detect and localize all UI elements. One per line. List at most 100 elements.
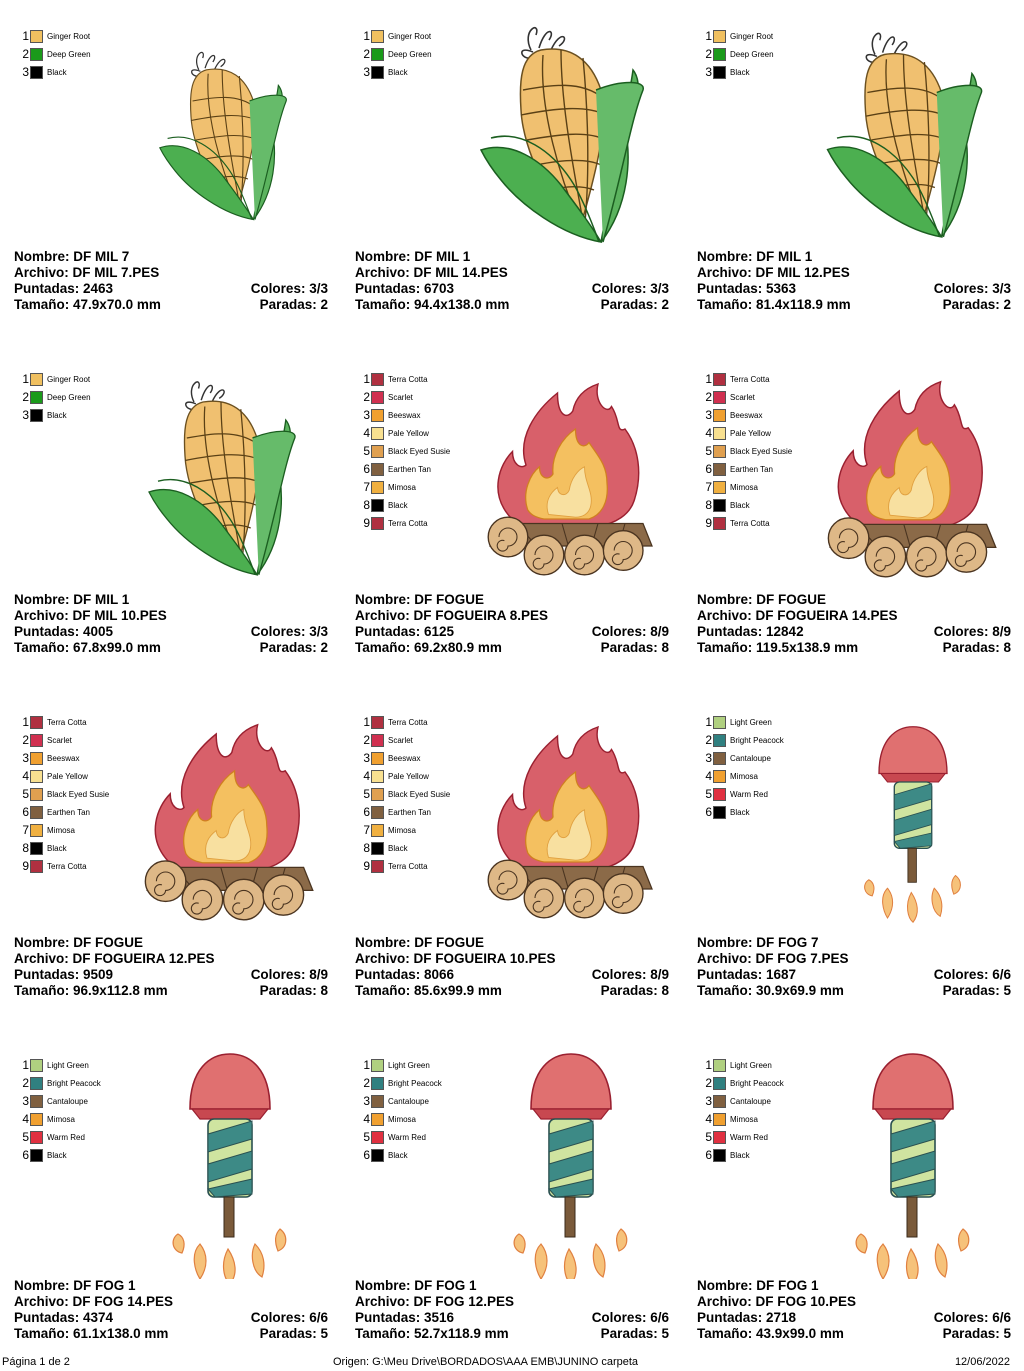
stop-count: Paradas: 2 — [942, 297, 1011, 312]
design-file: Archivo: DF FOGUEIRA 14.PES — [697, 608, 898, 623]
color-swatch: 2 Deep Green — [702, 45, 773, 63]
design-card: 1 Ginger Root 2 Deep Green 3 Black Nombr… — [0, 0, 341, 342]
swatch-color-box — [713, 769, 726, 783]
stop-count: Paradas: 5 — [259, 1326, 328, 1341]
design-info: Nombre: DF FOG 1 Archivo: DF FOG 10.PES … — [697, 1278, 1011, 1342]
color-swatch: 8 Black — [19, 839, 109, 857]
swatch-name: Scarlet — [47, 735, 72, 745]
swatch-color-box — [371, 787, 384, 801]
color-swatch: 7 Mimosa — [702, 478, 792, 496]
color-swatch: 2 Bright Peacock — [702, 1074, 784, 1092]
swatch-number: 5 — [22, 787, 29, 801]
color-swatch: 3 Beeswax — [702, 406, 792, 424]
color-swatch: 3 Black — [19, 406, 91, 424]
swatch-color-box — [371, 751, 384, 765]
swatch-number: 8 — [363, 841, 370, 855]
color-swatch: 3 Black — [360, 63, 432, 81]
design-card: 1 Light Green 2 Bright Peacock 3 Cantalo… — [341, 1029, 682, 1371]
swatch-color-box — [371, 769, 384, 783]
design-size: Tamaño: 81.4x118.9 mm — [697, 297, 851, 312]
swatch-number: 4 — [22, 769, 29, 783]
design-card: 1 Light Green 2 Bright Peacock 3 Cantalo… — [683, 686, 1024, 1028]
color-swatch-list: 1 Ginger Root 2 Deep Green 3 Black — [360, 27, 432, 81]
swatch-name: Earthen Tan — [730, 464, 773, 474]
color-count: Colores: 3/3 — [250, 624, 328, 639]
design-name: Nombre: DF FOG 1 — [14, 1278, 136, 1293]
page-footer: Página 1 de 2 Origen: G:\Meu Drive\BORDA… — [0, 1354, 1024, 1370]
color-swatch: 2 Bright Peacock — [19, 1074, 101, 1092]
swatch-color-box — [713, 805, 726, 819]
swatch-color-box — [30, 1058, 43, 1072]
swatch-number: 1 — [363, 29, 370, 43]
color-swatch: 4 Pale Yellow — [360, 767, 450, 785]
print-date: 12/06/2022 — [954, 1356, 1010, 1368]
design-info: Nombre: DF FOGUE Archivo: DF FOGUEIRA 12… — [14, 935, 328, 999]
corn-embroidery-icon — [120, 10, 340, 250]
design-size: Tamaño: 47.9x70.0 mm — [14, 297, 161, 312]
swatch-name: Black — [388, 500, 408, 510]
swatch-name: Cantaloupe — [730, 753, 771, 763]
swatch-color-box — [30, 751, 43, 765]
swatch-name: Terra Cotta — [730, 518, 770, 528]
swatch-number: 3 — [22, 408, 29, 422]
swatch-number: 4 — [705, 426, 712, 440]
stitch-count: Puntadas: 6703 — [355, 281, 455, 296]
design-card: 1 Terra Cotta 2 Scarlet 3 Beeswax 4 Pale… — [0, 686, 341, 1028]
swatch-color-box — [30, 841, 43, 855]
design-card: 1 Light Green 2 Bright Peacock 3 Cantalo… — [683, 1029, 1024, 1371]
swatch-color-box — [30, 859, 43, 873]
swatch-number: 2 — [705, 733, 712, 747]
design-info: Nombre: DF FOG 7 Archivo: DF FOG 7.PES P… — [697, 935, 1011, 999]
color-count: Colores: 8/9 — [591, 624, 669, 639]
swatch-number: 2 — [22, 1076, 29, 1090]
swatch-color-box — [713, 408, 726, 422]
swatch-color-box — [713, 1076, 726, 1090]
swatch-color-box — [30, 787, 43, 801]
color-swatch: 6 Black — [702, 1146, 784, 1164]
swatch-name: Black — [388, 1150, 408, 1160]
stitch-count: Puntadas: 12842 — [697, 624, 804, 639]
swatch-name: Scarlet — [388, 735, 413, 745]
swatch-number: 8 — [363, 498, 370, 512]
swatch-name: Terra Cotta — [388, 374, 428, 384]
swatch-color-box — [371, 462, 384, 476]
design-size: Tamaño: 61.1x138.0 mm — [14, 1326, 169, 1341]
swatch-color-box — [713, 516, 726, 530]
swatch-name: Warm Red — [47, 1132, 85, 1142]
color-swatch: 6 Black — [360, 1146, 442, 1164]
swatch-name: Black Eyed Susie — [388, 446, 451, 456]
swatch-number: 2 — [22, 47, 29, 61]
swatch-number: 1 — [363, 1058, 370, 1072]
swatch-number: 4 — [22, 1112, 29, 1126]
swatch-name: Black — [730, 807, 750, 817]
swatch-color-box — [371, 426, 384, 440]
color-swatch: 2 Deep Green — [19, 45, 90, 63]
swatch-number: 5 — [705, 1130, 712, 1144]
design-name: Nombre: DF MIL 1 — [14, 592, 130, 607]
color-swatch: 1 Terra Cotta — [19, 713, 109, 731]
swatch-number: 1 — [22, 715, 29, 729]
swatch-number: 4 — [705, 769, 712, 783]
swatch-number: 2 — [363, 390, 370, 404]
swatch-number: 1 — [705, 29, 712, 43]
stitch-count: Puntadas: 6125 — [355, 624, 455, 639]
color-count: Colores: 8/9 — [250, 967, 328, 982]
corn-embroidery-icon — [803, 10, 1023, 250]
swatch-name: Black — [47, 1150, 67, 1160]
swatch-number: 3 — [363, 65, 370, 79]
swatch-color-box — [371, 1112, 384, 1126]
origin-path: Origen: G:\Meu Drive\BORDADOS\AAA EMB\JU… — [333, 1356, 639, 1368]
swatch-color-box — [371, 1058, 384, 1072]
design-size: Tamaño: 96.9x112.8 mm — [14, 983, 168, 998]
color-swatch: 1 Terra Cotta — [360, 370, 450, 388]
color-swatch: 3 Cantaloupe — [702, 1092, 784, 1110]
swatch-number: 2 — [363, 47, 370, 61]
color-swatch: 6 Earthen Tan — [19, 803, 109, 821]
design-card: 1 Light Green 2 Bright Peacock 3 Cantalo… — [0, 1029, 341, 1371]
stitch-count: Puntadas: 3516 — [355, 1310, 455, 1325]
swatch-number: 9 — [363, 859, 370, 873]
swatch-color-box — [713, 480, 726, 494]
swatch-color-box — [713, 1094, 726, 1108]
swatch-number: 6 — [363, 1148, 370, 1162]
design-file: Archivo: DF MIL 12.PES — [697, 265, 850, 280]
